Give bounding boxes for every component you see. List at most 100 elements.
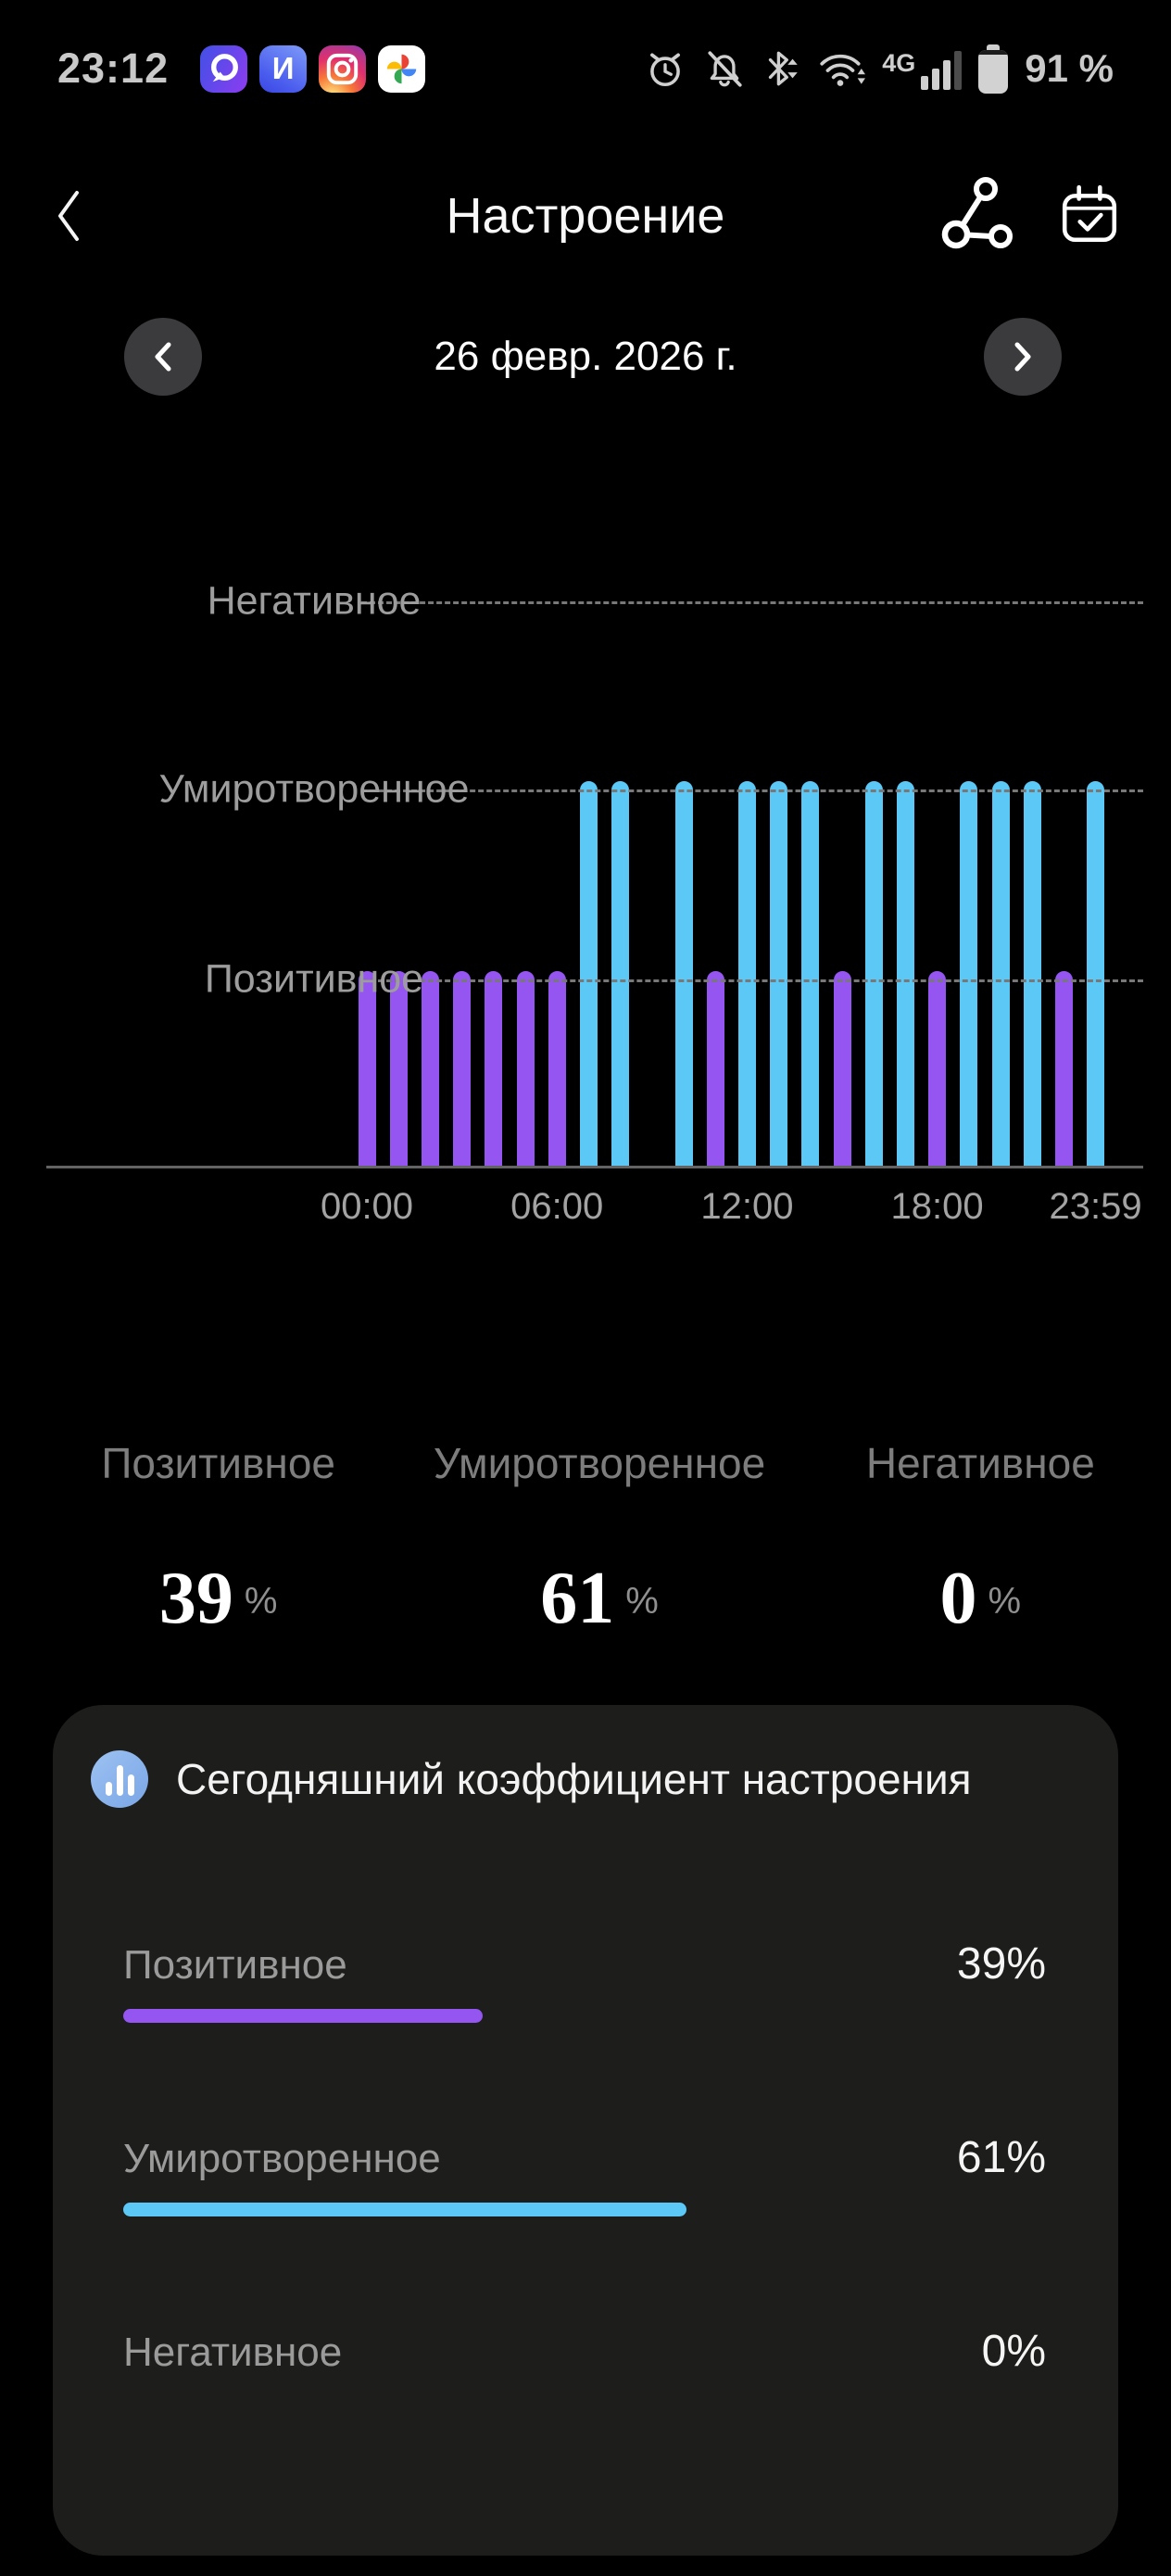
calendar-check-icon (1062, 184, 1117, 243)
battery-percent-label: 91 % (1025, 46, 1114, 90)
mood-bar-16h (864, 781, 883, 1167)
chevron-right-icon (1014, 342, 1031, 372)
summary-positive: Позитивное 39% (28, 1438, 409, 1641)
mood-bar-4h (485, 971, 503, 1167)
summary-value: 39 (158, 1558, 233, 1639)
x-axis-line (46, 1166, 1143, 1168)
calendar-button[interactable] (1060, 183, 1119, 246)
mood-bar-8h (611, 781, 630, 1167)
app-header: Настроение (0, 174, 1171, 258)
i-app-letter: И (271, 51, 295, 85)
notification-app-icons: И (200, 44, 426, 93)
chevron-left-icon (155, 342, 171, 372)
percent-sign: % (625, 1581, 659, 1622)
i-app-icon: И (259, 44, 308, 93)
mood-bar-5h (516, 971, 535, 1167)
row-label: Позитивное (123, 1942, 347, 1988)
mood-bar-7h (579, 781, 598, 1167)
mood-bar-13h (770, 781, 788, 1167)
mood-bar-20h (991, 781, 1010, 1167)
chart-gridline (361, 789, 1143, 792)
battery-icon (977, 44, 1009, 94)
instagram-app-icon (319, 44, 367, 93)
selected-date-label: 26 февр. 2026 г. (434, 334, 737, 379)
mood-bar-15h (833, 971, 851, 1167)
summary-calm: Умиротворенное 61% (409, 1438, 789, 1641)
x-axis-tick: 12:00 (700, 1186, 794, 1227)
summary-value: 0 (939, 1558, 977, 1639)
mood-day-chart: Негативное Умиротворенное Позитивное 00:00 0… (0, 537, 1171, 1251)
mood-bar-18h (928, 971, 947, 1167)
row-percent: 39% (956, 1939, 1046, 1989)
chart-level-label: Негативное (207, 578, 422, 624)
progress-track (123, 2396, 1046, 2410)
mood-bar-2h (421, 971, 439, 1167)
chart-gridline (361, 601, 1143, 604)
x-axis-tick: 00:00 (320, 1186, 414, 1227)
next-day-button[interactable] (984, 318, 1062, 396)
related-data-button[interactable] (941, 176, 1014, 256)
summary-label: Позитивное (101, 1439, 335, 1487)
progress-track (123, 2009, 1046, 2023)
percent-sign: % (988, 1581, 1022, 1622)
mood-bar-10h (674, 781, 693, 1167)
chart-level-label: Позитивное (204, 956, 424, 1002)
card-row-positive: Позитивное 39% (123, 1939, 1046, 2023)
mood-bar-0h (358, 971, 376, 1167)
clock-time: 23:12 (57, 44, 170, 92)
card-row-negative: Негативное 0% (123, 2327, 1046, 2410)
back-button[interactable] (48, 182, 89, 250)
network-type-label: 4G (882, 49, 916, 77)
bluetooth-icon (769, 51, 798, 86)
back-chevron-icon (58, 191, 79, 241)
chat-app-icon (200, 44, 248, 93)
mood-coefficient-card: Сегодняшний коэффициент настроения Позит… (53, 1705, 1118, 2556)
progress-fill (123, 2203, 686, 2216)
x-axis-tick: 06:00 (510, 1186, 604, 1227)
row-label: Негативное (123, 2330, 343, 2375)
mood-bar-11h (706, 971, 724, 1167)
row-percent: 61% (956, 2133, 1046, 2182)
summary-label: Умиротворенное (433, 1439, 766, 1487)
page-title: Настроение (446, 188, 725, 244)
row-percent: 0% (981, 2327, 1046, 2376)
signal-bars-icon (921, 47, 963, 90)
alarm-icon (650, 53, 681, 86)
x-axis-tick: 18:00 (890, 1186, 984, 1227)
mood-bar-21h (1023, 781, 1041, 1167)
card-header: Сегодняшний коэффициент настроения (91, 1750, 972, 1808)
cellular-signal-icon: 4G (882, 47, 963, 90)
status-bar: 23:12 И (0, 33, 1171, 104)
previous-day-button[interactable] (124, 318, 202, 396)
mood-bar-23h (1087, 781, 1105, 1167)
system-status-icons: 4G 91 % (643, 44, 1114, 94)
wifi-icon (820, 54, 866, 86)
chart-gridline (361, 979, 1143, 982)
progress-fill (123, 2009, 484, 2023)
mood-summary: Позитивное 39% Умиротворенное 61% Негати… (28, 1438, 1171, 1641)
mood-bar-22h (1054, 971, 1073, 1167)
summary-label: Негативное (865, 1439, 1095, 1487)
card-row-calm: Умиротворенное 61% (123, 2133, 1046, 2216)
mood-bar-6h (548, 971, 566, 1167)
bar-chart-icon (91, 1750, 148, 1808)
mood-bar-19h (960, 781, 978, 1167)
summary-value: 61 (540, 1558, 615, 1639)
chart-level-label: Умиротворенное (158, 766, 470, 812)
percent-sign: % (244, 1581, 278, 1622)
date-navigation: 26 февр. 2026 г. (0, 318, 1171, 396)
summary-negative: Негативное 0% (790, 1438, 1171, 1641)
google-photos-app-icon (378, 44, 426, 93)
mood-bar-1h (389, 971, 408, 1167)
mood-bar-12h (737, 781, 756, 1167)
related-data-icon (941, 177, 1013, 249)
row-label: Умиротворенное (123, 2136, 441, 2181)
progress-track (123, 2203, 1046, 2216)
notifications-muted-icon (708, 51, 742, 87)
mood-bar-3h (453, 971, 472, 1167)
card-title: Сегодняшний коэффициент настроения (176, 1755, 972, 1803)
x-axis-tick: 23:59 (1049, 1186, 1142, 1227)
mood-bar-17h (896, 781, 914, 1167)
mood-bar-14h (801, 781, 820, 1167)
